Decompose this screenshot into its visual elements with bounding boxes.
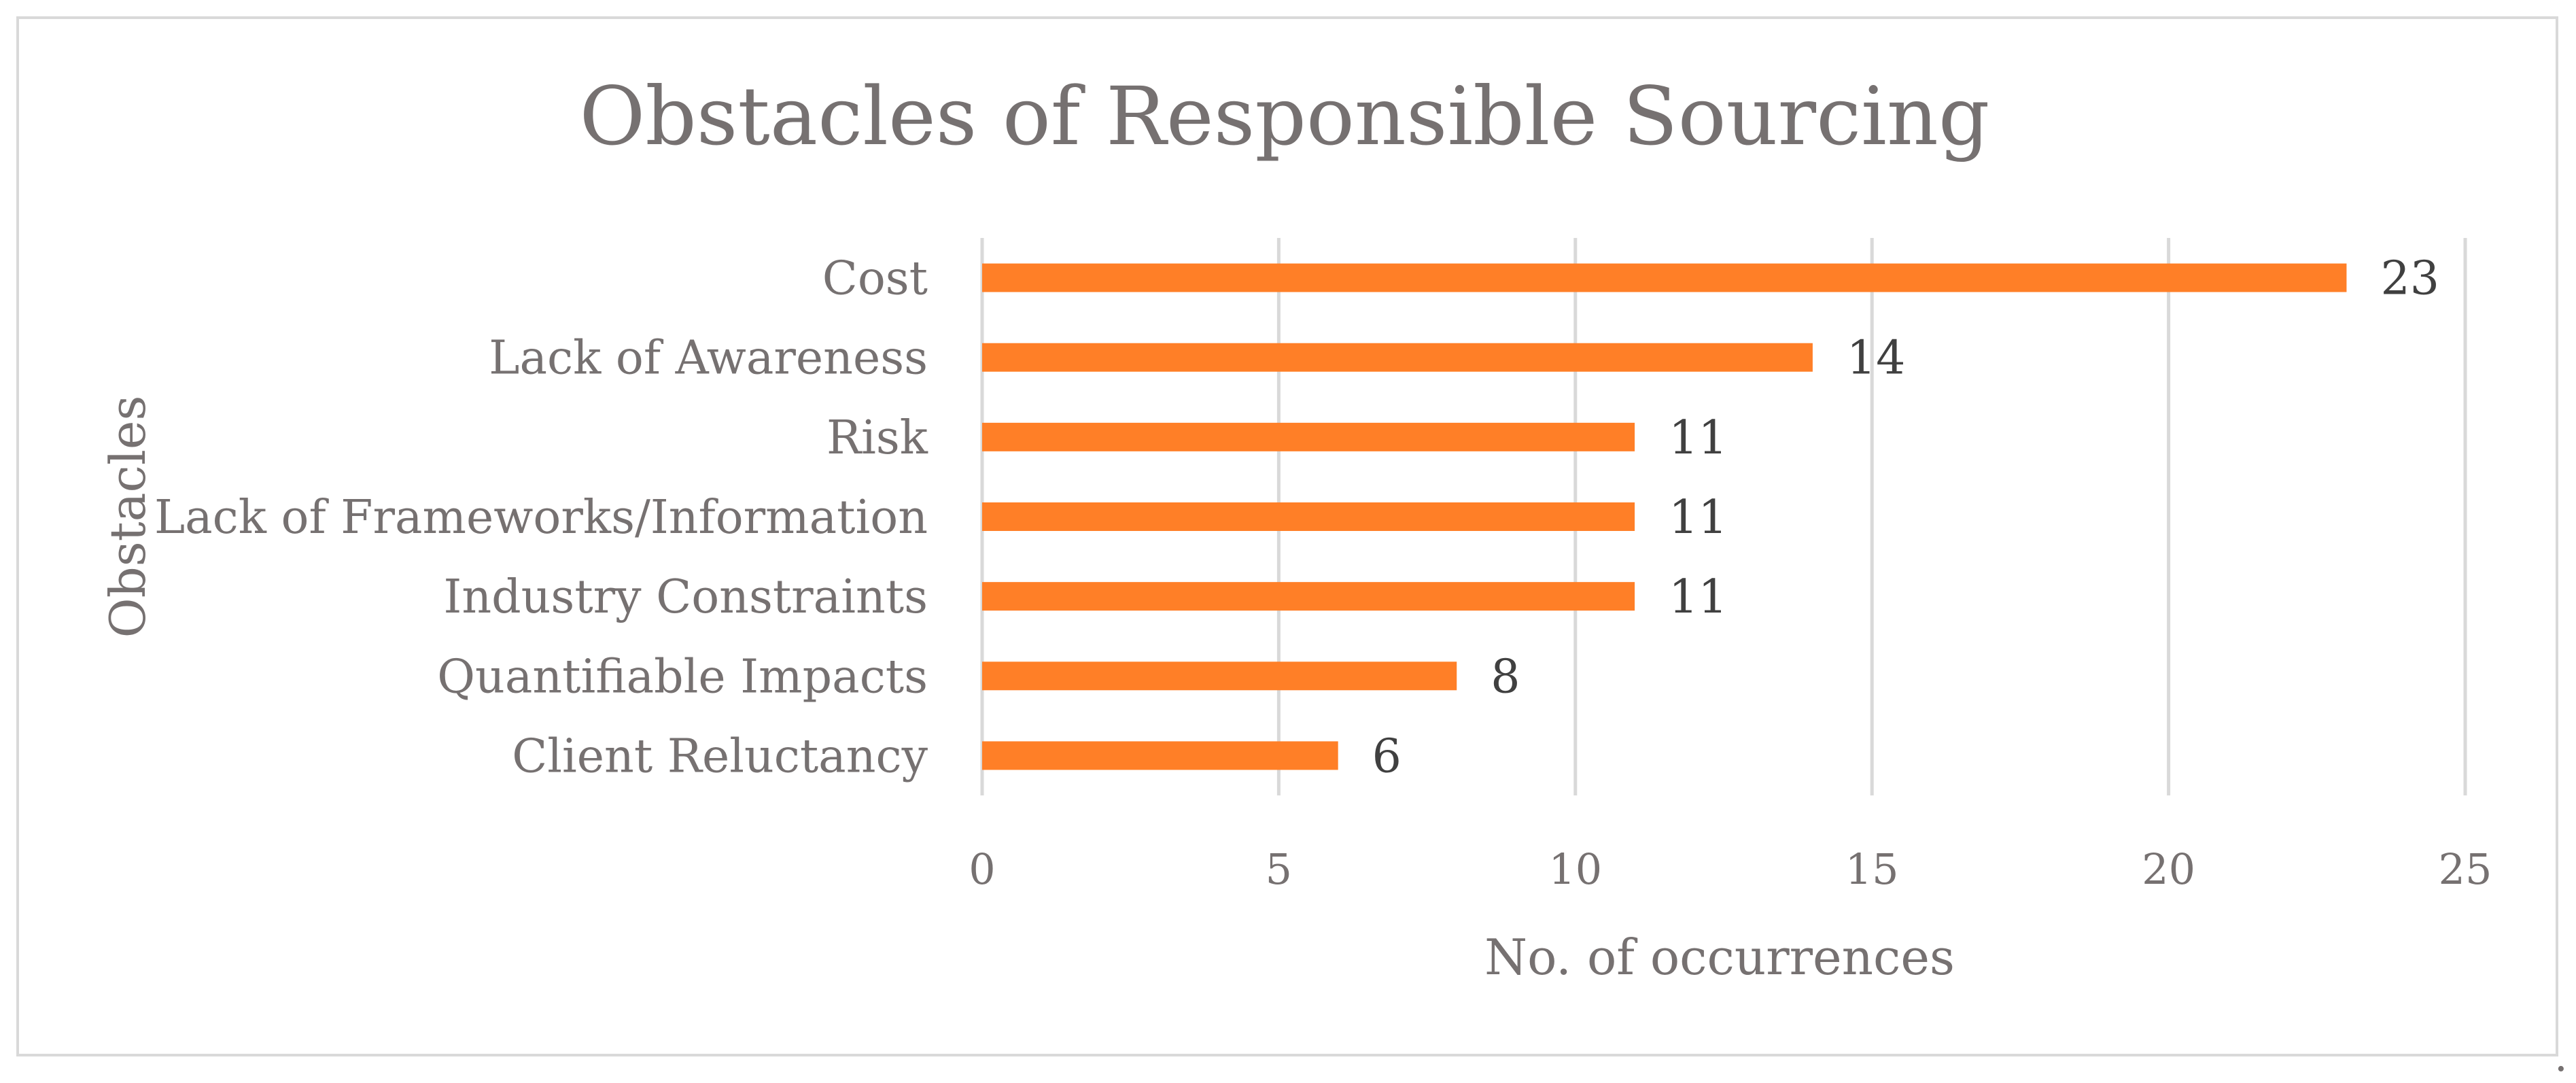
category-label: Lack of Awareness [489, 332, 928, 385]
category-label: Cost [822, 252, 928, 306]
bar [982, 343, 1813, 372]
bar [982, 582, 1635, 611]
y-axis-title: Obstacles [99, 396, 156, 638]
x-tick-label: 15 [1845, 844, 1899, 894]
bar [982, 422, 1635, 451]
trailing-period: . [2554, 1031, 2568, 1081]
data-label: 14 [1847, 332, 1906, 385]
gridlines [980, 238, 2467, 795]
chart-frame [16, 16, 2558, 1056]
category-label: Lack of Frameworks/Information [154, 491, 928, 545]
bar-series [982, 263, 2347, 770]
data-label: 11 [1669, 491, 1728, 545]
data-label: 11 [1669, 570, 1728, 624]
data-label: 8 [1491, 650, 1520, 704]
value-axis: 0 5 10 15 20 25 [969, 844, 2492, 894]
category-label: Industry Constraints [443, 570, 928, 624]
x-tick-label: 25 [2439, 844, 2492, 894]
data-labels: 23 14 11 11 11 8 6 [1372, 252, 2439, 784]
category-label: Quantifiable Impacts [437, 650, 928, 704]
bar [982, 741, 1338, 770]
bar [982, 263, 2347, 292]
data-label: 11 [1669, 411, 1728, 465]
category-label: Client Reluctancy [512, 729, 928, 783]
x-tick-label: 0 [969, 844, 995, 894]
category-label: Risk [826, 411, 928, 465]
bar [982, 502, 1635, 531]
bar [982, 661, 1457, 691]
data-label: 23 [2380, 252, 2439, 306]
data-label: 6 [1372, 729, 1402, 783]
x-tick-label: 20 [2142, 844, 2195, 894]
x-axis-title: No. of occurrences [1484, 929, 1955, 986]
x-tick-label: 5 [1266, 844, 1292, 894]
chart-title: Obstacles of Responsible Sourcing [580, 69, 1990, 163]
x-tick-label: 10 [1548, 844, 1602, 894]
category-axis: Cost Lack of Awareness Risk Lack of Framewo… [154, 252, 928, 784]
